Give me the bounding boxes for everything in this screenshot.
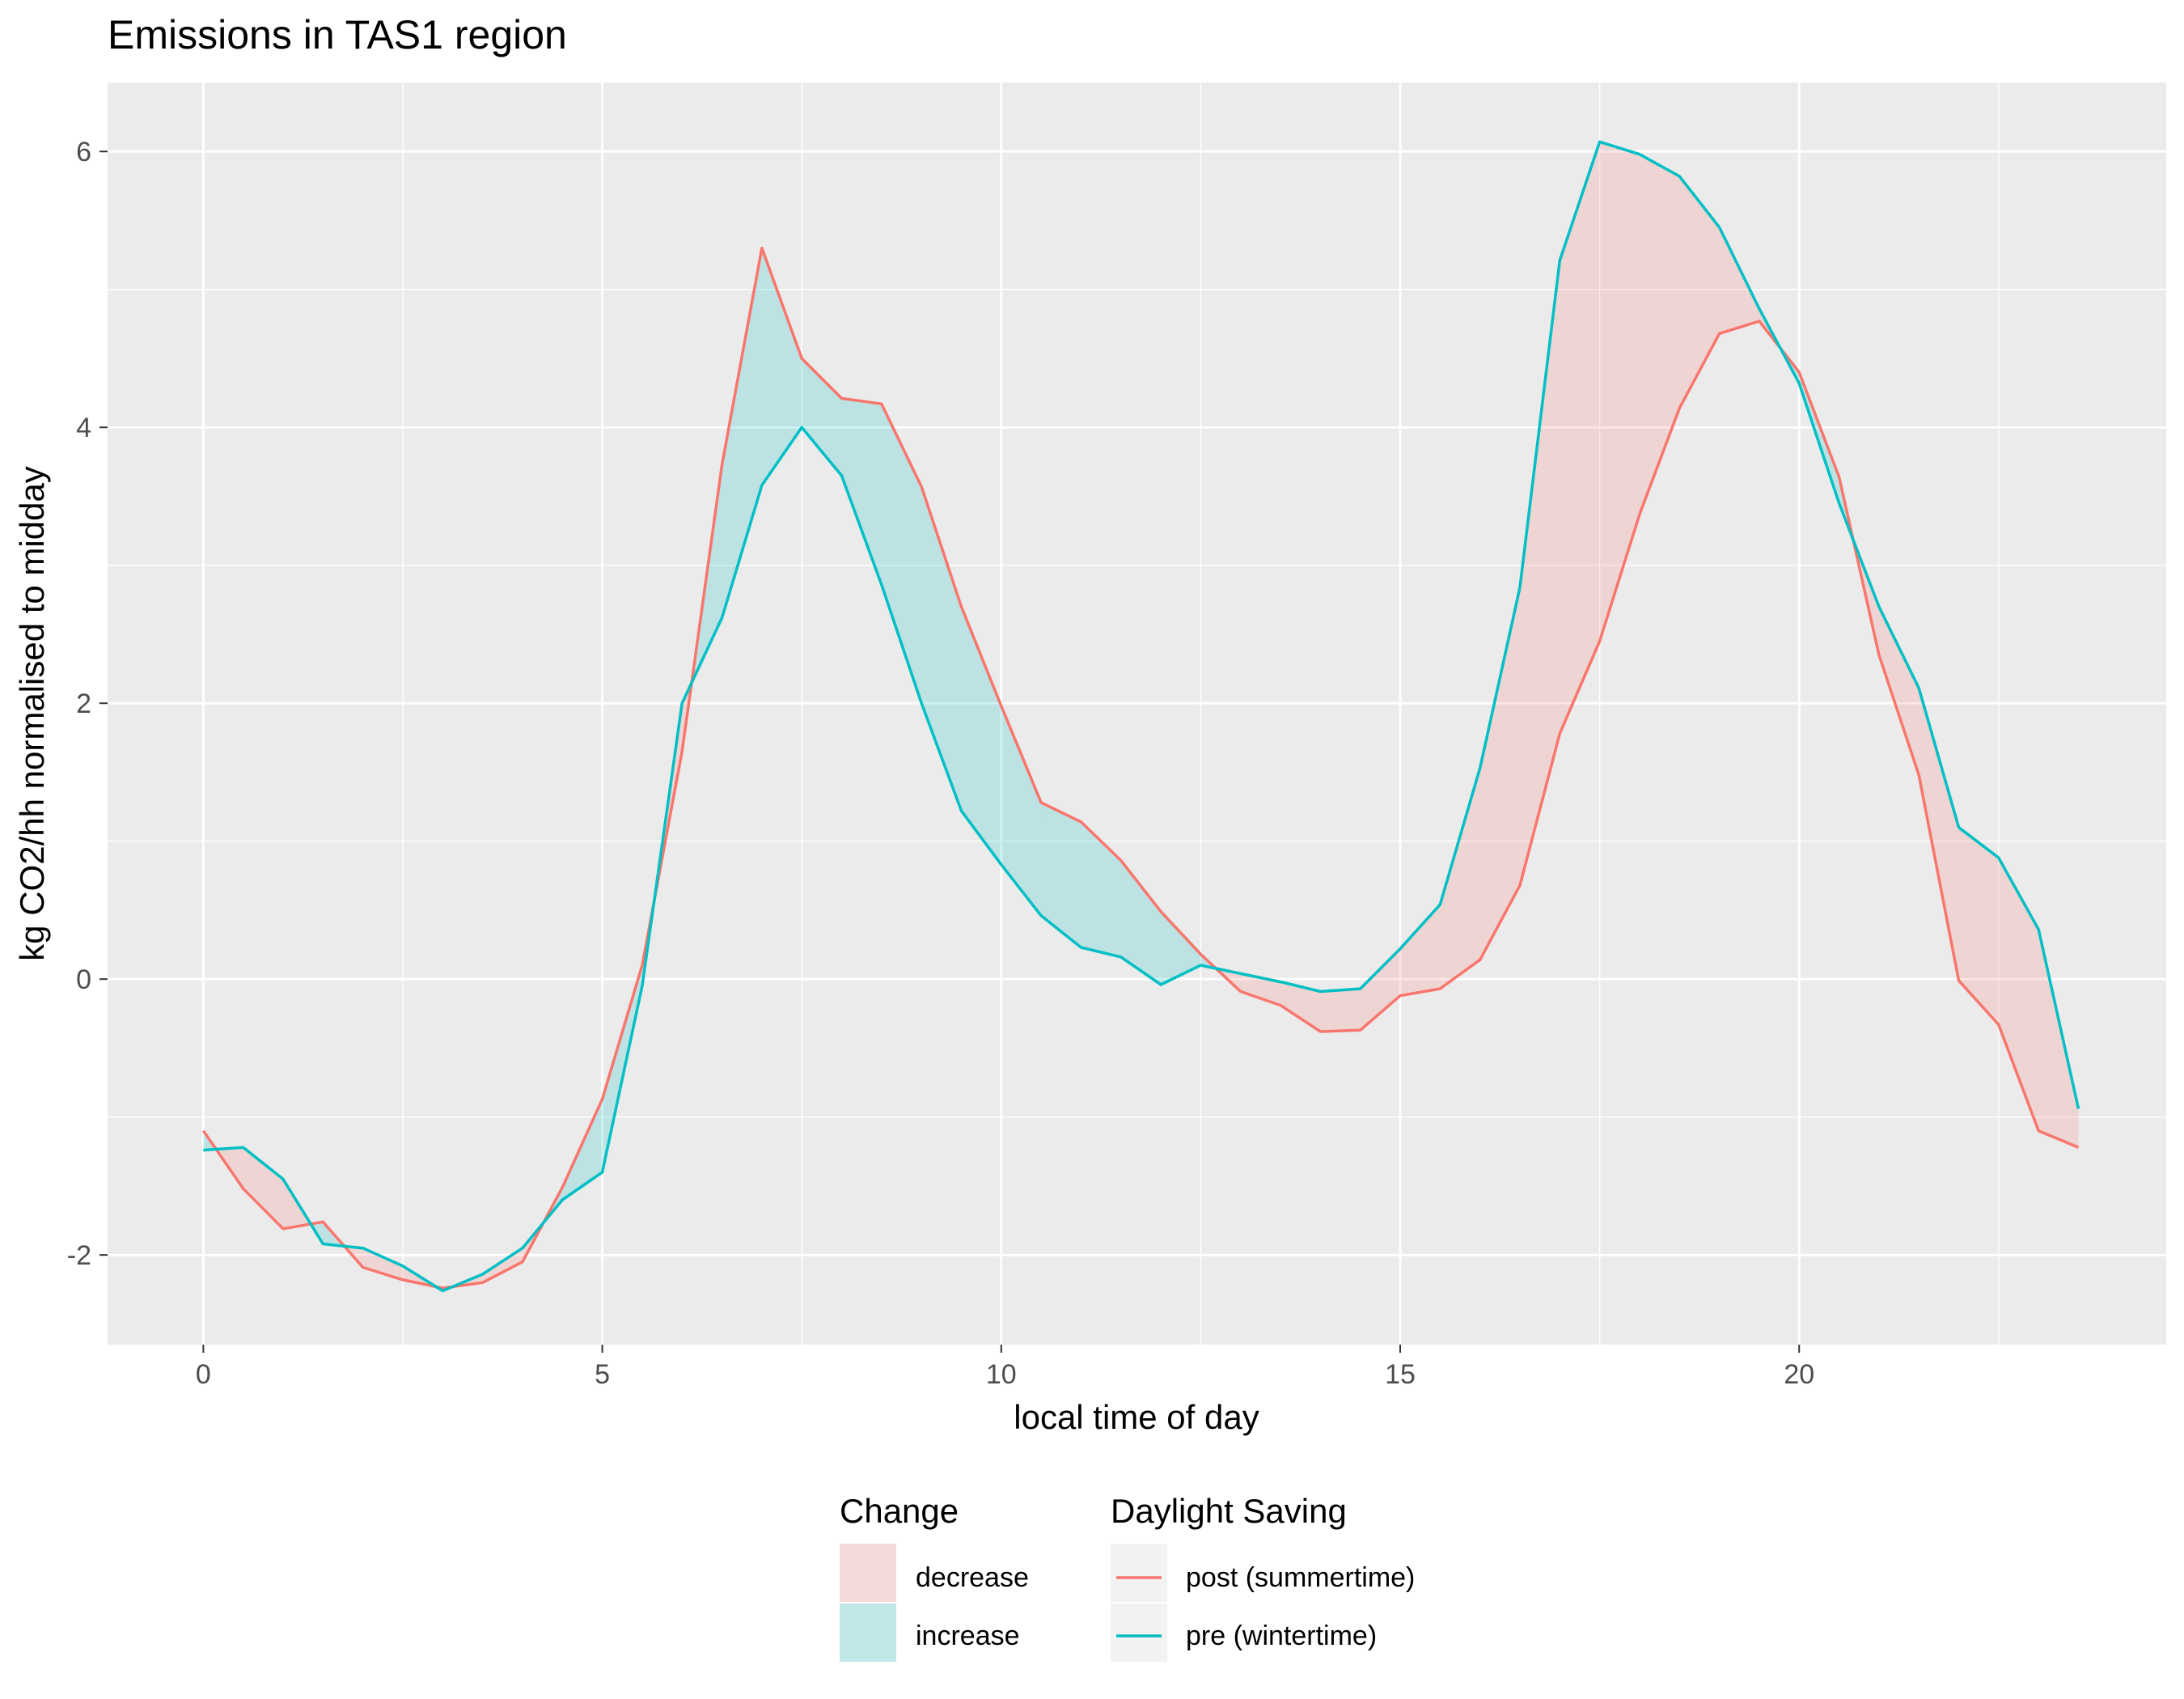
change-ribbon-segment <box>362 1248 403 1280</box>
x-tick-label: 5 <box>595 1359 610 1390</box>
minor-gridlines <box>108 83 2166 1345</box>
change-ribbon-segment <box>1240 973 1281 1006</box>
series-lines <box>201 140 2080 1293</box>
change-ribbon-segment <box>1958 827 1999 1025</box>
change-ribbon-segment <box>1440 768 1480 989</box>
legend-dst-title: Daylight Saving <box>1111 1492 1347 1530</box>
change-ribbon-segment <box>1599 142 1640 642</box>
change-ribbon-segment <box>243 1147 283 1229</box>
y-tick-label: -2 <box>67 1240 91 1271</box>
x-tick-label: 20 <box>1784 1359 1814 1390</box>
legend-key-bg-increase <box>840 1604 896 1662</box>
change-ribbon-segment <box>1560 142 1600 734</box>
legend-key-bg-pre <box>1111 1604 1167 1662</box>
change-ribbon-segment <box>2038 929 2079 1148</box>
series-line-post <box>201 246 2080 1290</box>
change-ribbon-segment <box>482 1248 523 1283</box>
change-ribbon-segment <box>1041 803 1081 947</box>
x-axis-title: local time of day <box>1014 1398 1259 1436</box>
change-ribbon-segment <box>841 398 882 585</box>
change-ribbon-segment <box>1320 989 1361 1032</box>
y-tick-label: 6 <box>76 137 91 167</box>
y-axis-title: kg CO2/hh normalised to midday <box>13 466 51 961</box>
major-gridlines <box>108 83 2166 1345</box>
legend-change: Change decrease increase <box>840 1492 1029 1662</box>
legend-key-increase <box>840 1604 896 1662</box>
change-ribbon-segment <box>1400 905 1441 996</box>
change-ribbon-segment <box>1719 227 1759 334</box>
change-ribbon-segment <box>1120 860 1162 985</box>
chart-title: Emissions in TAS1 region <box>108 12 567 57</box>
y-tick-label: 0 <box>76 964 91 995</box>
change-ribbon-segment <box>961 606 1001 865</box>
change-ribbon-segment <box>1360 948 1400 1031</box>
change-ribbon-segment <box>1001 705 1042 916</box>
plot-panel <box>108 83 2166 1345</box>
y-axis-ticks: -2 0 2 4 6 <box>67 137 108 1271</box>
change-ribbon-segment <box>761 248 802 485</box>
change-ribbon-segment <box>1081 821 1121 957</box>
change-ribbon-segment <box>1998 858 2039 1131</box>
change-ribbon-segment <box>1161 911 1201 985</box>
legend-key-bg-decrease <box>840 1544 896 1602</box>
y-tick-label: 2 <box>76 688 91 719</box>
legend-label-post: post (summertime) <box>1186 1562 1415 1593</box>
x-tick-label: 10 <box>986 1359 1017 1390</box>
legend-daylight-saving: Daylight Saving post (summertime) pre (w… <box>1111 1492 1415 1662</box>
change-ribbon-segment <box>722 248 762 618</box>
change-ribbon-segment <box>1520 260 1560 886</box>
legend-label-increase: increase <box>916 1621 1020 1651</box>
x-axis-ticks: 0 5 10 15 20 <box>196 1345 1814 1390</box>
x-tick-label: 15 <box>1385 1359 1416 1390</box>
legend-label-decrease: decrease <box>916 1562 1029 1593</box>
legend-key-decrease <box>840 1544 896 1602</box>
change-ribbon-segment <box>1640 154 1680 515</box>
y-tick-label: 4 <box>76 413 91 443</box>
change-ribbon-segment <box>881 404 922 704</box>
change-ribbon-segment <box>1878 606 1919 775</box>
change-ribbon-segment <box>1919 688 1959 981</box>
series-line-pre <box>203 140 2080 1293</box>
change-ribbon-segment <box>1479 587 1520 960</box>
x-tick-label: 0 <box>196 1359 211 1390</box>
legend-change-title: Change <box>840 1492 959 1530</box>
legend-key-bg-post <box>1111 1544 1167 1602</box>
legend-label-pre: pre (wintertime) <box>1186 1621 1377 1651</box>
change-ribbon-segment <box>1280 981 1321 1032</box>
change-ribbon-segment <box>802 358 842 476</box>
